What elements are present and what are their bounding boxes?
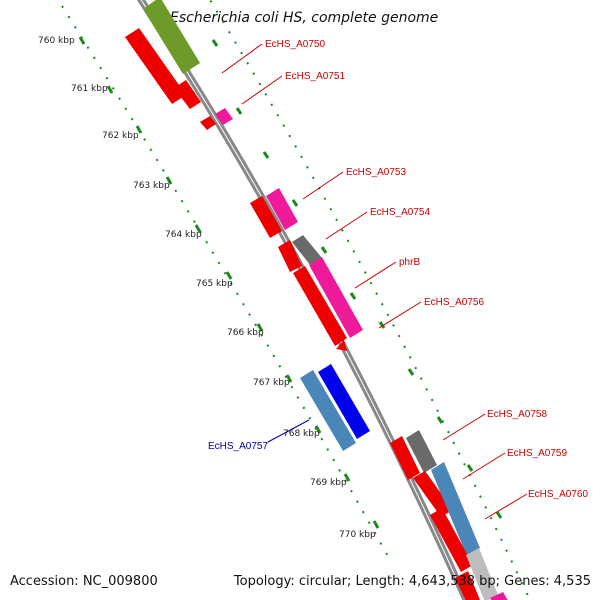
- major-ticks: [78, 36, 503, 529]
- gene-arrow[interactable]: [215, 108, 233, 125]
- gene-label[interactable]: phrB: [399, 257, 420, 268]
- gene-label[interactable]: EcHS_A0759: [507, 448, 567, 459]
- label-leaders: [221, 43, 528, 520]
- gene-arrow[interactable]: [300, 370, 356, 451]
- gene-label[interactable]: EcHS_A0750: [265, 39, 325, 50]
- gene-arrow[interactable]: [406, 430, 437, 473]
- tick-label: 770 kbp: [339, 530, 376, 540]
- tick-label: 764 kbp: [165, 230, 202, 240]
- gene-arrow[interactable]: [455, 571, 480, 600]
- gene-arrow[interactable]: [174, 80, 201, 109]
- gene-label[interactable]: EcHS_A0757: [208, 441, 268, 452]
- gene-arrow[interactable]: [292, 235, 322, 266]
- gene-arrow[interactable]: [318, 364, 370, 439]
- accession-text: Accession: NC_009800: [10, 574, 158, 589]
- gene-arrow[interactable]: [293, 266, 347, 346]
- gene-label[interactable]: EcHS_A0756: [424, 297, 484, 308]
- gene-arrow[interactable]: [309, 257, 363, 338]
- gene-arrow[interactable]: [390, 436, 420, 480]
- gene-arrow[interactable]: [143, 0, 200, 74]
- gene-arrow[interactable]: [413, 471, 453, 517]
- gene-arrow[interactable]: [490, 592, 510, 600]
- gene-arrow[interactable]: [336, 340, 347, 351]
- gene-arrow[interactable]: [200, 116, 216, 130]
- tick-label: 767 kbp: [253, 378, 290, 388]
- gene-arrow[interactable]: [125, 28, 186, 104]
- gene-arrow[interactable]: [250, 196, 282, 238]
- tick-label: 768 kbp: [283, 429, 320, 439]
- gene-arrow[interactable]: [430, 508, 473, 572]
- gene-arrow[interactable]: [466, 548, 498, 600]
- gene-label[interactable]: EcHS_A0760: [528, 489, 588, 500]
- tick-label: 763 kbp: [133, 181, 170, 191]
- tick-label: 760 kbp: [38, 36, 75, 46]
- gene-label[interactable]: EcHS_A0753: [346, 167, 406, 178]
- tick-label: 761 kbp: [71, 84, 108, 94]
- tick-label: 762 kbp: [102, 131, 139, 141]
- gene-arrow[interactable]: [266, 188, 298, 230]
- tick-label: 765 kbp: [196, 279, 233, 289]
- tick-label: 769 kbp: [310, 478, 347, 488]
- topology-text: Topology: circular; Length: 4,643,538 bp…: [233, 574, 591, 589]
- gene-label[interactable]: EcHS_A0751: [285, 71, 345, 82]
- gene-label[interactable]: EcHS_A0754: [370, 207, 430, 218]
- gene-features: [125, 0, 510, 600]
- gene-label[interactable]: EcHS_A0758: [487, 409, 547, 420]
- genome-title: Escherichia coli HS, complete genome: [170, 10, 439, 26]
- tick-label: 766 kbp: [227, 328, 264, 338]
- gene-arrow[interactable]: [431, 462, 480, 556]
- gene-arrow[interactable]: [278, 240, 302, 272]
